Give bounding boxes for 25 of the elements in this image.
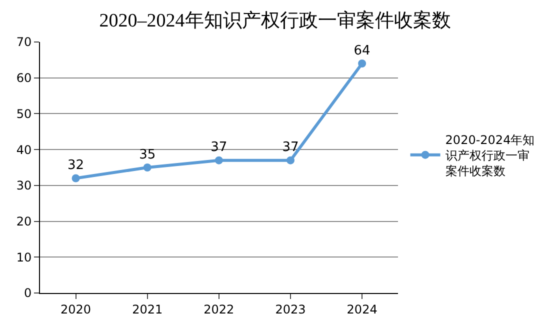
y-tick-label: 30 [16, 178, 32, 193]
data-label: 32 [68, 158, 84, 174]
point [72, 174, 80, 182]
point [143, 164, 152, 172]
x-tick-label: 2020 [60, 302, 92, 316]
y-tick-label: 20 [16, 214, 32, 228]
y-tick-label: 10 [16, 250, 32, 264]
x-tick-label: 2023 [275, 302, 306, 316]
y-tick-label: 0 [24, 286, 32, 300]
y-tick-label: 40 [16, 142, 32, 157]
point [286, 156, 294, 164]
y-tick-label: 70 [16, 35, 32, 50]
data-label: 37 [282, 140, 299, 156]
x-tick-label: 2024 [346, 302, 378, 316]
x-tick-label: 2022 [204, 302, 234, 316]
x-tick-label: 2021 [132, 302, 163, 316]
y-tick-label: 50 [16, 106, 32, 121]
legend-label: 2020-2024年知识产权行政一审案件收案数 [445, 132, 535, 178]
y-tick-label: 60 [16, 71, 32, 86]
data-label: 37 [210, 140, 228, 156]
point [214, 156, 223, 164]
chart-title: 2020–2024年知识产权行政一审案件收案数 [99, 9, 451, 32]
data-label: 35 [139, 147, 156, 162]
point [358, 60, 366, 68]
data-label: 64 [354, 43, 370, 58]
